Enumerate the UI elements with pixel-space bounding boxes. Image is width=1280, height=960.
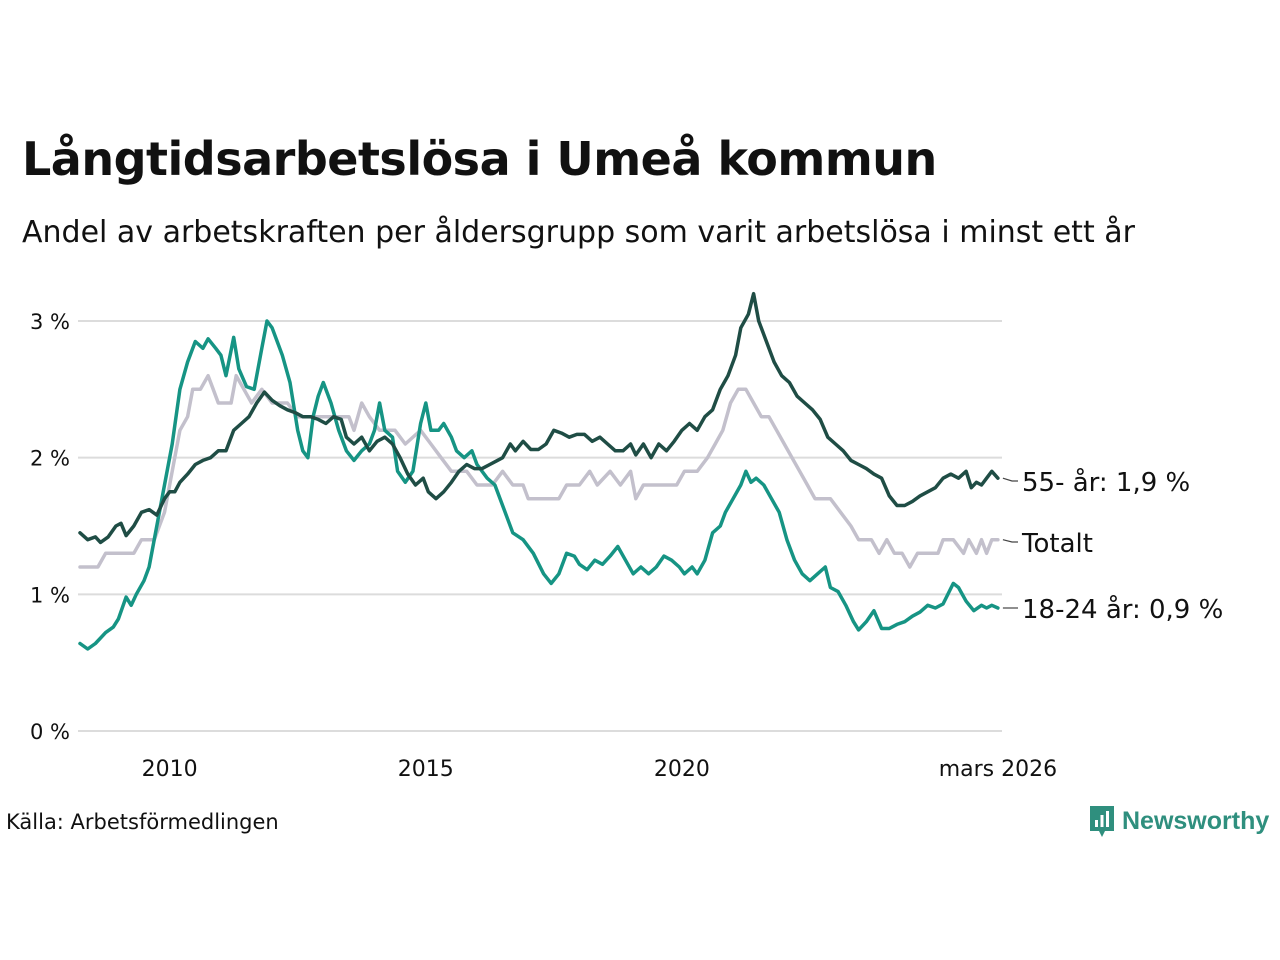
series-lines — [78, 291, 1000, 651]
label-connector — [1002, 539, 1018, 543]
newsworthy-logo: Newsworthy — [1088, 803, 1269, 839]
bar-chart-icon — [1090, 806, 1114, 837]
x-tick-label: mars 2026 — [939, 757, 1057, 782]
x-tick-label: 2010 — [142, 757, 198, 782]
y-tick-label: 1 % — [30, 583, 70, 607]
end-label-total: Totalt — [1021, 529, 1093, 559]
x-axis-ticks: 2010 2015 2020 mars 2026 — [142, 757, 1057, 782]
y-axis-ticks: 0 % 1 % 2 % 3 % — [30, 310, 70, 744]
chart-subtitle: Andel av arbetskraften per åldersgrupp s… — [22, 215, 1135, 250]
series-line-total — [78, 373, 1000, 569]
y-tick-label: 0 % — [30, 720, 70, 744]
series-line-age-18-24 — [78, 319, 1000, 651]
series-line-age-55 — [78, 291, 1000, 545]
end-label-age-18-24: 18-24 år: 0,9 % — [1022, 594, 1223, 625]
end-label-age-55: 55- år: 1,9 % — [1022, 467, 1190, 498]
logo-text: Newsworthy — [1122, 806, 1270, 835]
y-tick-label: 3 % — [30, 310, 70, 334]
chart-title: Långtidsarbetslösa i Umeå kommun — [22, 132, 937, 186]
x-tick-label: 2020 — [654, 757, 710, 782]
source-note: Källa: Arbetsförmedlingen — [6, 810, 279, 834]
line-chart: 0 % 1 % 2 % 3 % 2010 2015 2020 mars 2026 Total… — [30, 291, 1223, 782]
end-labels: Totalt 18-24 år: 0,9 % 55- år: 1,9 % — [1002, 467, 1223, 625]
y-tick-label: 2 % — [30, 447, 70, 471]
label-connector — [1002, 477, 1018, 482]
x-tick-label: 2015 — [398, 757, 454, 782]
gridlines — [78, 320, 1002, 732]
